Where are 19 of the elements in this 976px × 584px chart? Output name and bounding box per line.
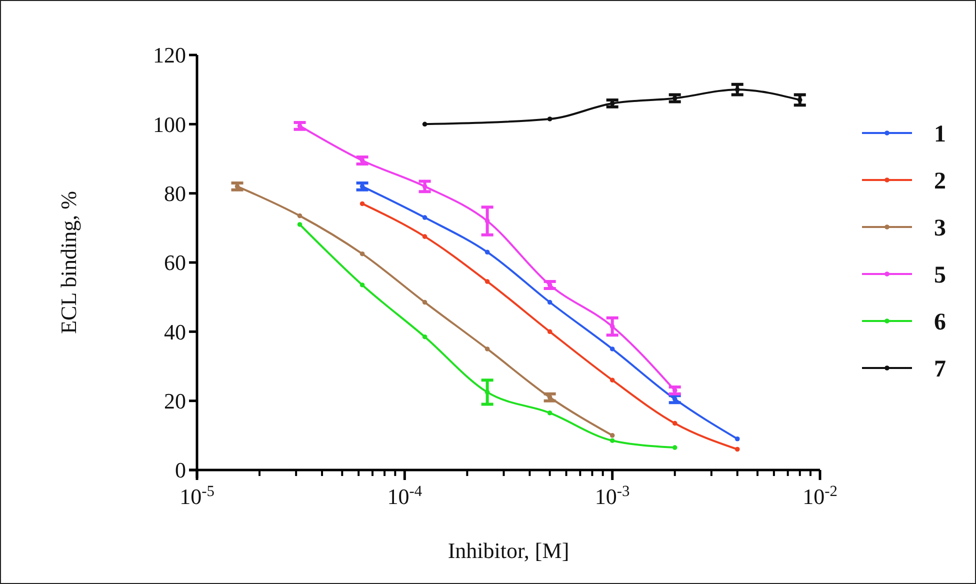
- legend-label: 6: [934, 309, 946, 336]
- legend-label: 3: [934, 215, 946, 242]
- y-tick-label: 60: [164, 250, 186, 276]
- legend-label: 7: [934, 356, 946, 382]
- legend-label: 5: [934, 262, 946, 288]
- y-tick-label: 40: [164, 319, 186, 344]
- y-tick-label: 0: [175, 458, 186, 483]
- y-axis-title: ECL binding, %: [56, 191, 81, 334]
- x-tick-label: 10$^{-3}$: [594, 482, 630, 509]
- y-tick-label: 80: [164, 181, 186, 206]
- legend-label: 1: [934, 121, 946, 148]
- y-tick-label: 100: [153, 112, 186, 137]
- x-tick-label: 10$^{-2}$: [802, 482, 838, 509]
- x-tick-label: 10$^{-4}$: [387, 482, 422, 509]
- legend-label: 2: [934, 168, 946, 194]
- y-tick-label: 120: [153, 42, 186, 68]
- x-axis-title: Inhibitor, [M]: [448, 538, 570, 563]
- x-tick-label: 10$^{-5}$: [180, 482, 215, 509]
- y-tick-label: 20: [164, 388, 186, 414]
